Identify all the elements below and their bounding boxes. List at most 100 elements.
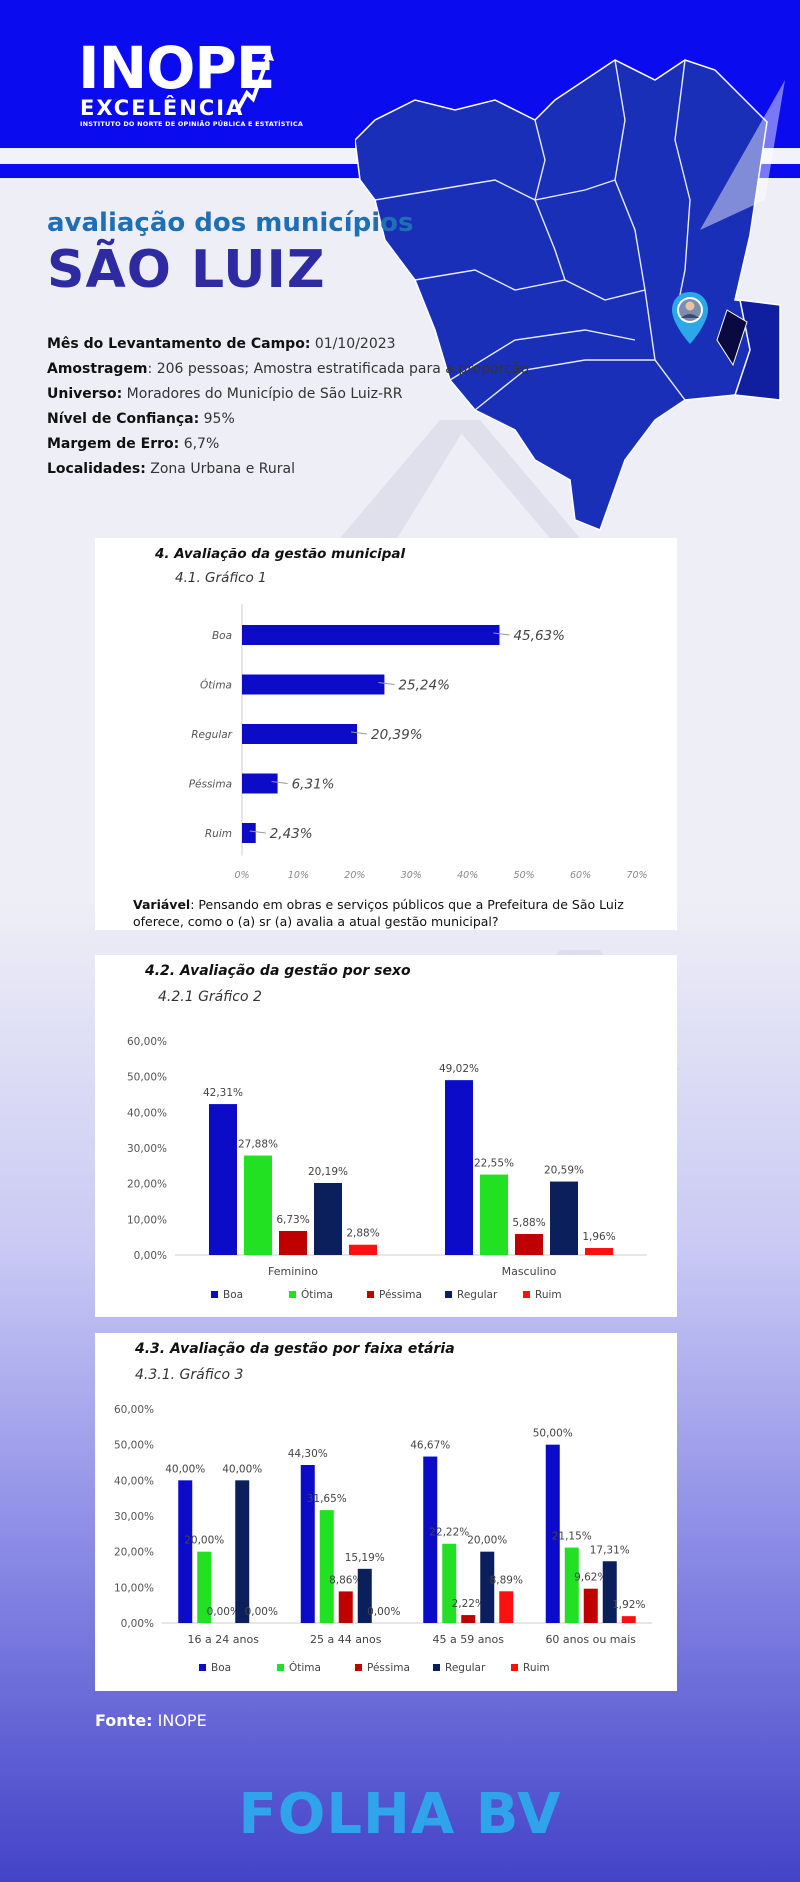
- logo-subtitle: EXCELÊNCIA: [80, 96, 245, 120]
- legend-label: Regular: [457, 1289, 498, 1301]
- y-tick-label: 20,00%: [127, 1179, 167, 1191]
- chart-1: 4. Avaliação da gestão municipal 4.1. Grá…: [154, 546, 648, 881]
- data-label: 22,22%: [429, 1527, 469, 1539]
- legend-label: Ruim: [535, 1289, 562, 1301]
- legend-swatch: [355, 1664, 362, 1671]
- bar: [621, 1616, 636, 1623]
- category-label: 60 anos ou mais: [545, 1633, 636, 1646]
- category-label: Feminino: [268, 1265, 318, 1278]
- data-label: 25,24%: [398, 678, 449, 694]
- page-title: SÃO LUIZ: [47, 240, 326, 300]
- data-label: 0,00%: [367, 1606, 400, 1618]
- data-label: 31,65%: [307, 1493, 347, 1505]
- bar: [357, 1568, 372, 1623]
- info-row: Nível de Confiança: 95%: [47, 407, 529, 432]
- legend-swatch: [445, 1291, 452, 1298]
- label-leader: [249, 830, 266, 834]
- y-tick-label: 30,00%: [114, 1511, 154, 1523]
- map-pin-icon: [672, 292, 708, 344]
- logo-wordmark: INOPE: [78, 34, 276, 102]
- data-label: 20,59%: [544, 1165, 584, 1177]
- info-value: : 206 pessoas; Amostra estratificada par…: [147, 361, 529, 377]
- bar: [545, 1444, 560, 1623]
- chart-subtitle: 4.2.1 Gráfico 2: [158, 989, 262, 1005]
- data-label: 15,19%: [345, 1552, 385, 1564]
- legend-label: Ótima: [289, 1661, 321, 1674]
- note-text: : Pensando em obras e serviços públicos …: [133, 897, 624, 929]
- legend-label: Regular: [445, 1662, 486, 1674]
- y-tick-label: 40,00%: [127, 1107, 167, 1119]
- data-label: 46,67%: [410, 1440, 450, 1452]
- info-row: Mês do Levantamento de Campo: 01/10/2023: [47, 332, 529, 357]
- x-tick-label: 0%: [234, 870, 249, 881]
- category-label: Masculino: [502, 1265, 557, 1278]
- bar: [209, 1104, 237, 1255]
- label-leader: [271, 781, 288, 784]
- bar: [235, 1480, 250, 1623]
- y-tick-label: 50,00%: [127, 1072, 167, 1084]
- y-tick-label: 50,00%: [114, 1440, 154, 1452]
- info-label: Universo:: [47, 386, 123, 402]
- data-label: 20,39%: [371, 727, 422, 743]
- y-tick-label: 10,00%: [114, 1582, 154, 1594]
- legend-swatch: [289, 1291, 296, 1298]
- legend-swatch: [367, 1291, 374, 1298]
- y-tick-label: 40,00%: [114, 1475, 154, 1487]
- label-leader: [378, 682, 395, 685]
- data-label: 20,00%: [467, 1535, 507, 1547]
- bar: [442, 1543, 457, 1623]
- bar: [244, 1155, 272, 1255]
- source-line: Fonte: INOPE: [95, 1711, 207, 1730]
- legend-swatch: [523, 1291, 530, 1298]
- note-label: Variável: [133, 897, 191, 912]
- category-label: Péssima: [189, 779, 232, 791]
- data-label: 20,19%: [308, 1166, 348, 1178]
- data-label: 40,00%: [222, 1463, 262, 1475]
- chart-section-title: 4.3. Avaliação da gestão por faixa etári…: [134, 1341, 455, 1357]
- bar: [242, 823, 256, 843]
- legend-label: Ótima: [301, 1288, 333, 1301]
- bar: [242, 773, 278, 794]
- category-label: 25 a 44 anos: [310, 1633, 382, 1646]
- legend-label: Boa: [211, 1662, 231, 1674]
- bar: [338, 1591, 353, 1623]
- legend-label: Péssima: [367, 1662, 410, 1674]
- y-tick-label: 30,00%: [127, 1143, 167, 1155]
- info-row: Universo: Moradores do Município de São …: [47, 382, 529, 407]
- data-label: 1,96%: [582, 1231, 615, 1243]
- info-row: Margem de Erro: 6,7%: [47, 432, 529, 457]
- category-label: Boa: [212, 630, 232, 642]
- source-value: INOPE: [152, 1711, 207, 1730]
- data-label: 40,00%: [165, 1463, 205, 1475]
- chart-subtitle: 4.1. Gráfico 1: [175, 570, 267, 586]
- category-label: Ruim: [205, 828, 232, 840]
- category-label: 16 a 24 anos: [188, 1633, 260, 1646]
- data-label: 9,62%: [574, 1572, 607, 1584]
- y-tick-label: 20,00%: [114, 1547, 154, 1559]
- data-label: 45,63%: [513, 628, 564, 644]
- chart-subtitle: 4.3.1. Gráfico 3: [135, 1367, 243, 1383]
- data-label: 8,86%: [329, 1574, 362, 1586]
- bar: [242, 674, 385, 695]
- bar: [279, 1230, 307, 1255]
- bar: [515, 1234, 543, 1255]
- bar: [602, 1561, 617, 1623]
- category-label: Ótima: [200, 679, 232, 692]
- data-label: 21,15%: [552, 1531, 592, 1543]
- data-label: 49,02%: [439, 1063, 479, 1075]
- info-value: 6,7%: [179, 436, 220, 452]
- info-value: 01/10/2023: [310, 336, 396, 352]
- source-label: Fonte:: [95, 1711, 153, 1730]
- data-label: 42,31%: [203, 1087, 243, 1099]
- bar: [499, 1591, 514, 1623]
- x-tick-label: 70%: [626, 870, 647, 881]
- chart-section-title: 4. Avaliação da gestão municipal: [154, 546, 405, 562]
- data-label: 27,88%: [238, 1139, 278, 1151]
- data-label: 22,55%: [474, 1158, 514, 1170]
- bar: [461, 1615, 476, 1623]
- x-tick-label: 50%: [514, 870, 535, 881]
- bar: [178, 1480, 193, 1623]
- y-tick-label: 0,00%: [121, 1618, 154, 1630]
- bar: [480, 1174, 508, 1255]
- data-label: 0,00%: [207, 1606, 240, 1618]
